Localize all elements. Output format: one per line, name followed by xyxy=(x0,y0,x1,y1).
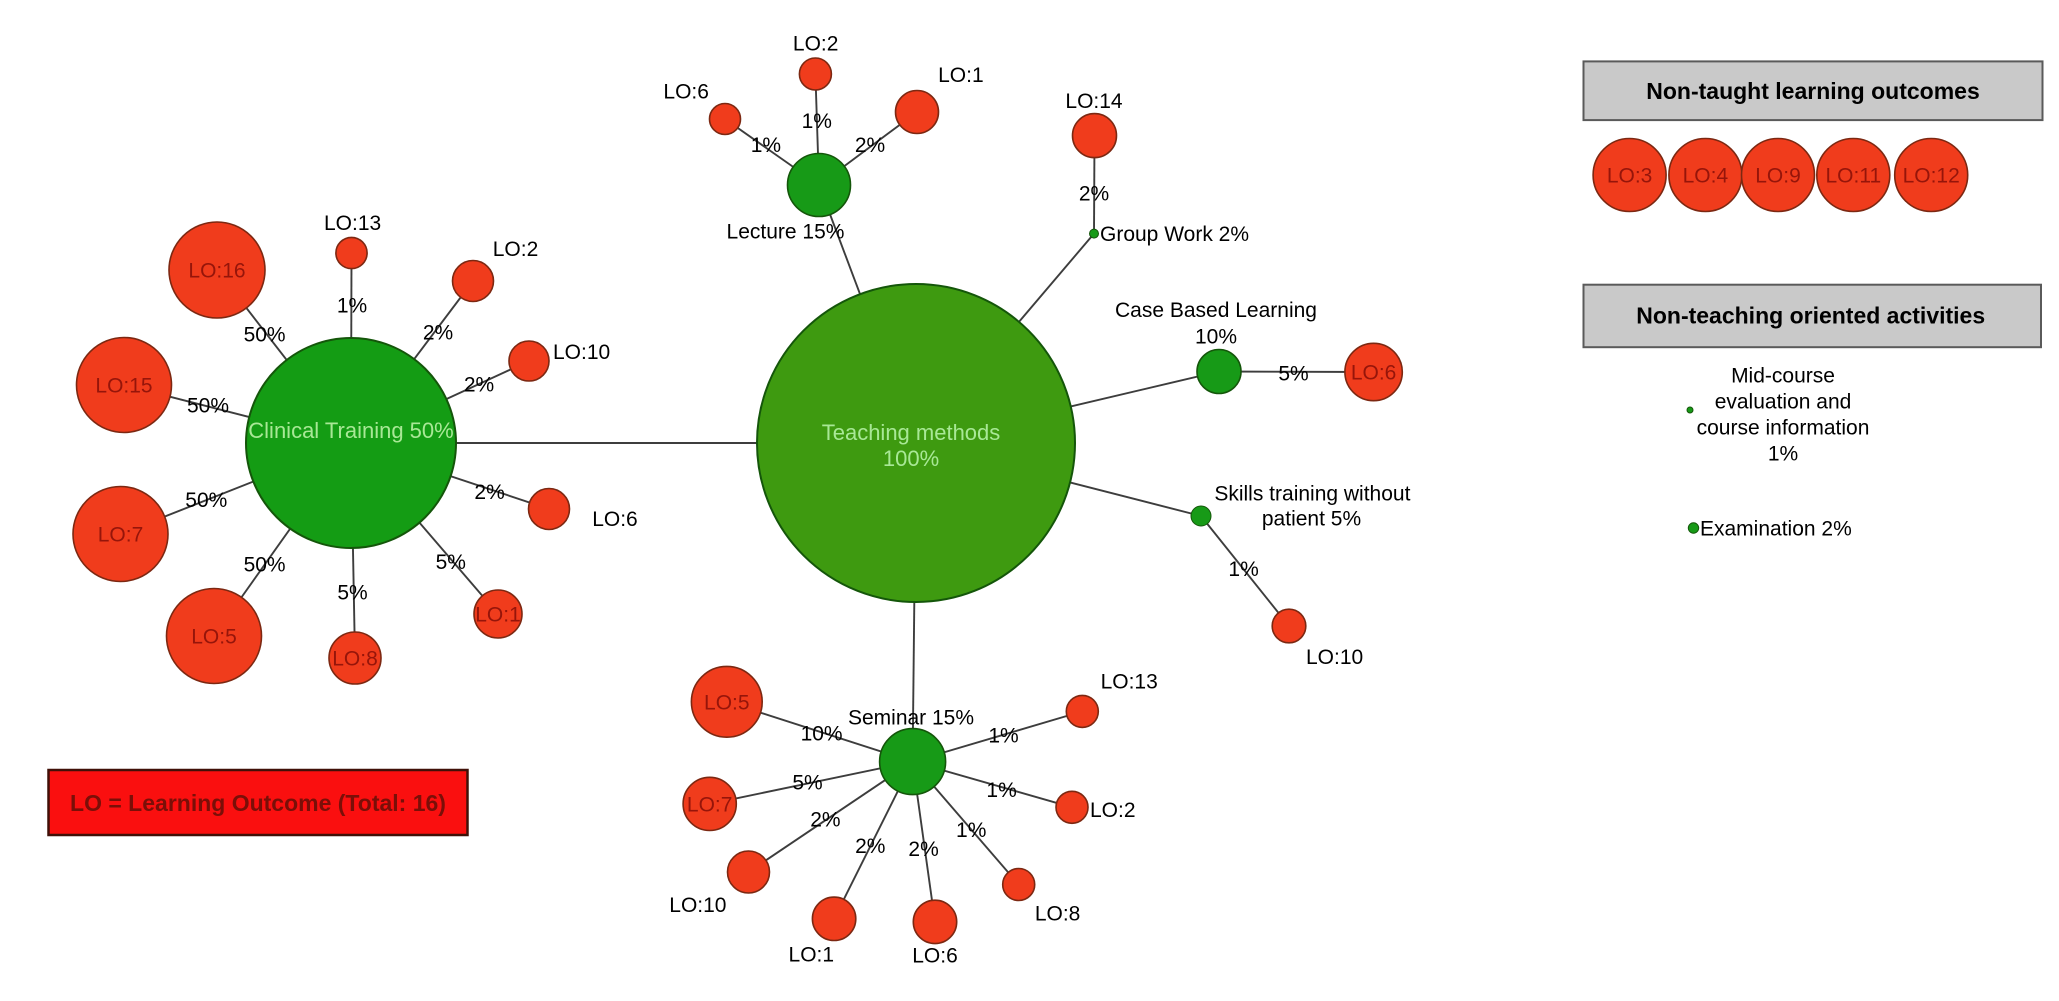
svg-text:2%: 2% xyxy=(908,838,938,861)
svg-text:10%: 10% xyxy=(1195,326,1237,349)
svg-text:evaluation and: evaluation and xyxy=(1715,391,1852,414)
svg-text:50%: 50% xyxy=(185,489,227,512)
svg-text:50%: 50% xyxy=(187,395,229,418)
svg-text:LO:13: LO:13 xyxy=(324,212,381,235)
svg-text:Case Based Learning: Case Based Learning xyxy=(1115,299,1317,322)
svg-text:LO:8: LO:8 xyxy=(1035,903,1081,926)
svg-text:LO:10: LO:10 xyxy=(669,894,726,917)
svg-text:50%: 50% xyxy=(244,323,286,346)
svg-text:Mid-course: Mid-course xyxy=(1731,365,1835,388)
svg-text:LO:8: LO:8 xyxy=(332,648,378,671)
svg-text:LO:5: LO:5 xyxy=(191,626,237,649)
svg-text:Lecture 15%: Lecture 15% xyxy=(727,221,845,244)
svg-text:LO:1: LO:1 xyxy=(938,64,984,87)
svg-text:LO:12: LO:12 xyxy=(1903,165,1960,188)
svg-text:Seminar 15%: Seminar 15% xyxy=(848,707,974,730)
svg-text:Examination 2%: Examination 2% xyxy=(1700,518,1852,541)
svg-text:1%: 1% xyxy=(988,725,1018,748)
svg-text:Group Work 2%: Group Work 2% xyxy=(1100,223,1249,246)
svg-text:LO:7: LO:7 xyxy=(98,524,144,547)
svg-text:course information: course information xyxy=(1697,417,1870,440)
svg-text:LO:1: LO:1 xyxy=(475,604,521,627)
svg-text:1%: 1% xyxy=(956,819,986,842)
svg-text:Non-teaching oriented activiti: Non-teaching oriented activities xyxy=(1636,302,1985,328)
svg-text:LO:6: LO:6 xyxy=(912,945,958,968)
svg-text:LO:10: LO:10 xyxy=(553,341,610,364)
svg-text:LO:3: LO:3 xyxy=(1607,165,1653,188)
svg-text:LO:6: LO:6 xyxy=(592,508,638,531)
svg-text:5%: 5% xyxy=(337,581,367,604)
svg-text:Non-taught learning outcomes: Non-taught learning outcomes xyxy=(1646,78,1980,104)
svg-text:LO:5: LO:5 xyxy=(704,691,750,714)
svg-text:LO:9: LO:9 xyxy=(1755,165,1801,188)
svg-text:2%: 2% xyxy=(855,134,885,157)
svg-text:Teaching methods: Teaching methods xyxy=(822,420,1001,445)
svg-text:LO:11: LO:11 xyxy=(1825,165,1881,188)
svg-text:50%: 50% xyxy=(244,553,286,576)
svg-text:5%: 5% xyxy=(792,771,822,794)
svg-text:1%: 1% xyxy=(1228,558,1258,581)
svg-text:LO:13: LO:13 xyxy=(1101,670,1158,693)
svg-text:LO:4: LO:4 xyxy=(1683,165,1729,188)
svg-text:1%: 1% xyxy=(986,779,1016,802)
svg-text:2%: 2% xyxy=(423,322,453,345)
svg-text:100%: 100% xyxy=(883,446,939,471)
svg-text:1%: 1% xyxy=(802,110,832,133)
svg-text:LO:10: LO:10 xyxy=(1306,646,1363,669)
svg-text:1%: 1% xyxy=(1768,443,1798,466)
svg-text:LO:1: LO:1 xyxy=(789,943,835,966)
svg-text:LO:14: LO:14 xyxy=(1065,90,1123,113)
svg-text:1%: 1% xyxy=(751,134,781,157)
svg-text:LO:15: LO:15 xyxy=(95,375,152,398)
svg-text:2%: 2% xyxy=(810,808,840,831)
svg-text:5%: 5% xyxy=(436,551,466,574)
svg-text:LO:6: LO:6 xyxy=(1351,362,1397,385)
svg-text:LO:2: LO:2 xyxy=(1090,799,1136,822)
svg-text:patient 5%: patient 5% xyxy=(1262,508,1361,531)
svg-text:2%: 2% xyxy=(474,481,504,504)
svg-text:2%: 2% xyxy=(1079,183,1109,206)
svg-text:5%: 5% xyxy=(1278,363,1308,386)
svg-text:1%: 1% xyxy=(337,295,367,318)
svg-text:Skills training without: Skills training without xyxy=(1214,483,1410,506)
svg-text:LO:7: LO:7 xyxy=(687,793,733,816)
svg-text:10%: 10% xyxy=(801,723,843,746)
svg-text:Clinical Training 50%: Clinical Training 50% xyxy=(248,418,453,443)
svg-text:2%: 2% xyxy=(855,835,885,858)
svg-text:LO:2: LO:2 xyxy=(493,238,539,261)
svg-text:LO:16: LO:16 xyxy=(188,260,245,283)
svg-text:LO = Learning Outcome (Total:: LO = Learning Outcome (Total: 16) xyxy=(70,790,446,816)
svg-text:2%: 2% xyxy=(464,374,494,397)
svg-text:LO:6: LO:6 xyxy=(663,81,709,104)
svg-text:LO:2: LO:2 xyxy=(793,33,839,56)
